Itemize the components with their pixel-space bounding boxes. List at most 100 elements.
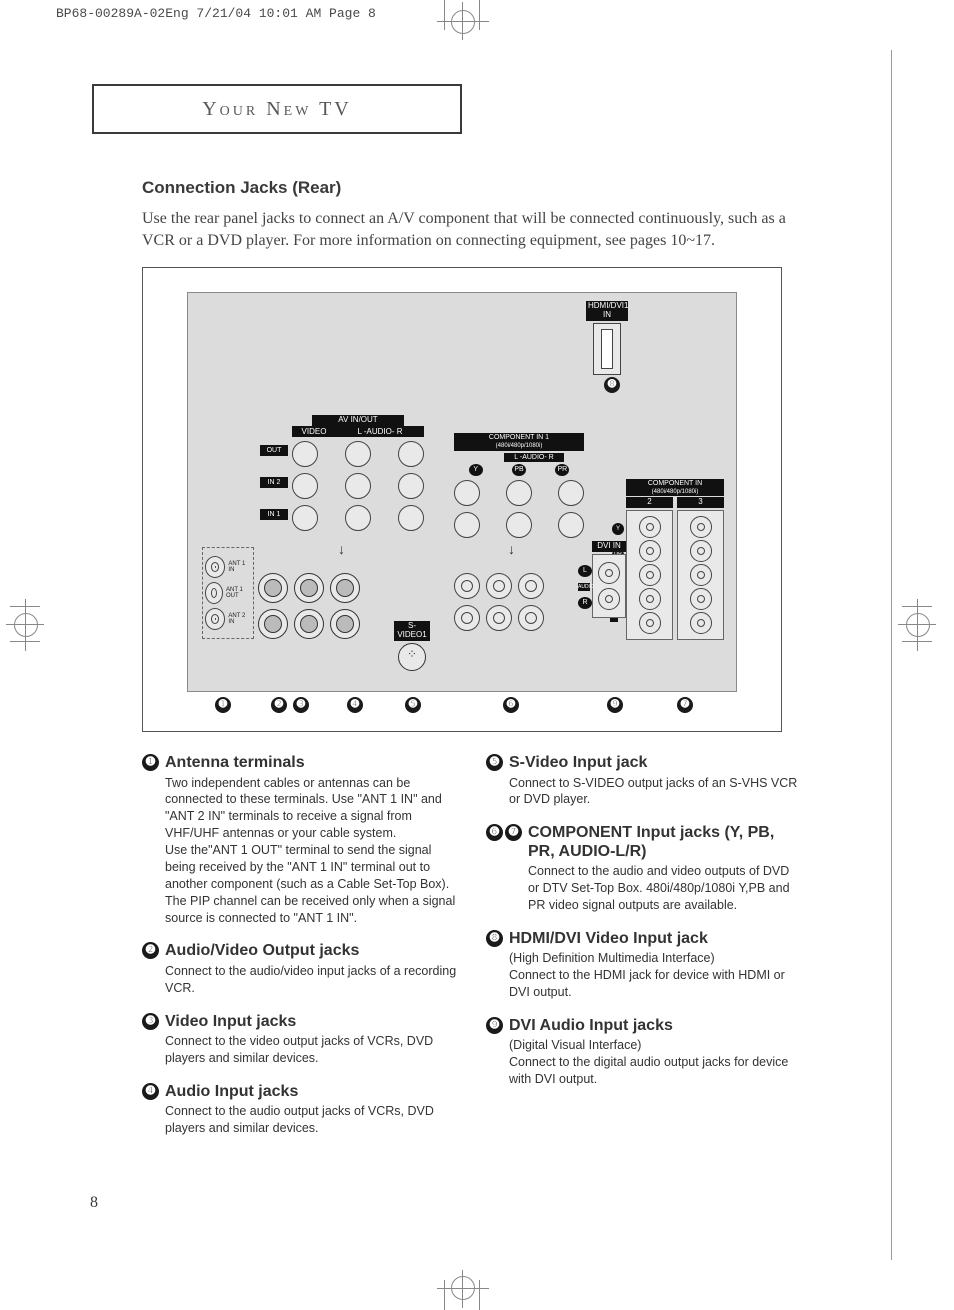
antenna-block: ANT 1 IN ANT 1 OUT ANT 2 IN [202, 547, 254, 639]
jack [292, 441, 318, 467]
item-title: Antenna terminals [165, 754, 458, 772]
item-body: S-Video Input jackConnect to S-VIDEO out… [509, 754, 802, 808]
coax-jack [205, 556, 225, 578]
coax-jack [205, 582, 223, 604]
jack [639, 588, 661, 610]
num-badge: ➒ [486, 1017, 503, 1034]
jack [454, 605, 480, 631]
jack [598, 562, 620, 584]
jack [398, 473, 424, 499]
component1-block: COMPONENT IN 1(480i/480p/1080i) L -AUDIO… [454, 433, 584, 538]
jack [518, 605, 544, 631]
pr-label: PR [555, 464, 569, 476]
jack [294, 573, 324, 603]
comp1-lower-jacks [454, 573, 544, 631]
jack [558, 512, 584, 538]
item-description: Connect to the video output jacks of VCR… [165, 1033, 458, 1067]
item-badges: ➎ [486, 754, 503, 808]
jack [598, 588, 620, 610]
jack [258, 609, 288, 639]
comp23-header: COMPONENT IN(480i/480p/1080i) [626, 479, 724, 496]
num-badge: ➋ [142, 942, 159, 959]
print-header: BP68-00289A-02Eng 7/21/04 10:01 AM Page … [56, 6, 376, 21]
svideo-label: S-VIDEO1 [394, 621, 430, 641]
dvi-audio-label: AUDIO [578, 583, 590, 591]
jack [486, 573, 512, 599]
arrow-down-icon: ↓ [508, 543, 515, 559]
callout-row: ➊➋➌➍➎➏➒➐ [187, 697, 737, 719]
jack [518, 573, 544, 599]
hdmi-label: HDMI/DVI1 IN [586, 301, 628, 321]
comp1-ypbpr-labels: Y PB PR [454, 464, 584, 476]
pb-label: PB [512, 464, 526, 476]
item-badges: ➌ [142, 1013, 159, 1067]
item-title: Video Input jacks [165, 1013, 458, 1031]
callout-badge: ➏ [503, 697, 519, 713]
chapter-frame: Your New TV [92, 84, 462, 134]
callout-badge: ➐ [677, 697, 693, 713]
item-body: HDMI/DVI Video Input jack(High Definitio… [509, 930, 802, 1001]
left-column: ➊ Antenna terminals Two independent cables… [142, 754, 458, 1153]
intro-paragraph: Use the rear panel jacks to connect an A… [142, 208, 802, 251]
page-number: 8 [90, 1194, 98, 1212]
av-audio-label: L -AUDIO- R [336, 426, 424, 437]
hdmi-port [593, 323, 621, 375]
jack [639, 540, 661, 562]
jack [330, 573, 360, 603]
item-title: S-Video Input jack [509, 754, 802, 772]
item-description: Connect to the audio output jacks of VCR… [165, 1103, 458, 1137]
item-description: Two independent cables or antennas can b… [165, 775, 458, 927]
num-badge: ➊ [142, 754, 159, 771]
jack [345, 441, 371, 467]
num-badge: ➎ [486, 754, 503, 771]
svideo-block: S-VIDEO1 [394, 621, 430, 673]
jack [558, 480, 584, 506]
item-badges: ➒ [486, 1017, 503, 1088]
jack [690, 588, 712, 610]
item-body: DVI Audio Input jacks(Digital Visual Int… [509, 1017, 802, 1088]
item-title: Audio Input jacks [165, 1083, 458, 1101]
item-description: (Digital Visual Interface) Connect to th… [509, 1037, 802, 1088]
callout-badge: ➋ [271, 697, 287, 713]
component23-block: COMPONENT IN(480i/480p/1080i) 2 3 Y PB P… [626, 479, 724, 639]
jack [639, 516, 661, 538]
callout-badge: ➍ [347, 697, 363, 713]
num-badge: ➐ [505, 824, 522, 841]
num-badge: ➌ [142, 1013, 159, 1030]
dvi-header: DVI IN [592, 541, 626, 552]
comp1-audio-label: L -AUDIO- R [504, 453, 564, 463]
jack [294, 609, 324, 639]
dvi-block: DVI IN L AUDIO R [592, 541, 626, 618]
av-video-label: VIDEO [292, 426, 336, 437]
crop-mark-right [902, 606, 932, 642]
callout-badge: ➎ [405, 697, 421, 713]
item-description: Connect to the audio and video outputs o… [528, 863, 802, 914]
ant1-in-label: ANT 1 IN [228, 561, 251, 573]
description-item: ➒ DVI Audio Input jacks(Digital Visual In… [486, 1017, 802, 1088]
dvi-l-label: L [578, 565, 592, 577]
jack [506, 480, 532, 506]
section-heading: Connection Jacks (Rear) [142, 178, 802, 198]
jack [690, 540, 712, 562]
callout-8: ➑ [604, 377, 620, 393]
jack [345, 473, 371, 499]
jack [292, 505, 318, 531]
item-body: Audio Input jacks Connect to the audio ou… [165, 1083, 458, 1137]
callout-badge: ➊ [215, 697, 231, 713]
av-row-in1: IN 1 [260, 509, 288, 520]
description-item: ➏➐COMPONENT Input jacks (Y, PB, PR, AUDI… [486, 824, 802, 913]
rear-panel-diagram: HDMI/DVI1 IN ➑ AV IN/OUT VIDEO L -AUDIO-… [142, 267, 782, 732]
description-columns: ➊ Antenna terminals Two independent cables… [142, 754, 802, 1153]
num-badge: ➍ [142, 1083, 159, 1100]
y-label: Y [469, 464, 483, 476]
arrow-down-icon: ↓ [338, 543, 345, 559]
item-badges: ➍ [142, 1083, 159, 1137]
comp1-header: COMPONENT IN 1(480i/480p/1080i) [454, 433, 584, 450]
chapter-title: Your New TV [202, 98, 352, 121]
crop-mark-bottom [444, 1280, 480, 1310]
jack [292, 473, 318, 499]
y-label: Y [612, 523, 624, 535]
comp-col2 [626, 510, 673, 640]
jack [454, 573, 480, 599]
jack [486, 605, 512, 631]
